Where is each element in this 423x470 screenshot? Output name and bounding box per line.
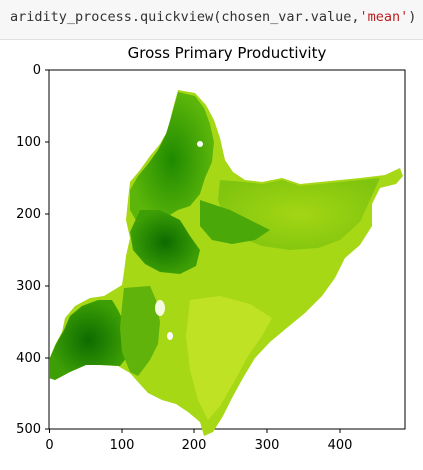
code-line[interactable]: aridity_process.quickview(chosen_var.val… xyxy=(10,9,416,25)
code-cell[interactable]: aridity_process.quickview(chosen_var.val… xyxy=(0,0,423,40)
y-tick-label: 0 xyxy=(33,63,41,78)
x-tick-label: 400 xyxy=(328,438,353,453)
plot-title: Gross Primary Productivity xyxy=(127,44,327,62)
lake-spot xyxy=(197,141,203,147)
heatmap-plot: 0 100 200 300 400 0 100 200 300 400 500 xyxy=(16,63,406,453)
central-forest xyxy=(130,210,200,274)
y-tick-label: 100 xyxy=(16,135,41,150)
x-tick-label: 300 xyxy=(255,438,280,453)
x-axis: 0 100 200 300 400 xyxy=(45,429,352,453)
lake-spot xyxy=(113,156,121,164)
y-tick-label: 500 xyxy=(16,422,41,437)
southwest-band xyxy=(120,286,160,376)
west-forest xyxy=(49,300,128,380)
map-region xyxy=(49,90,403,436)
central-ridge xyxy=(200,200,270,244)
south-east-plain xyxy=(186,296,272,420)
lake-spot xyxy=(155,300,165,316)
north-forest xyxy=(130,92,214,228)
y-tick-label: 400 xyxy=(16,351,41,366)
x-tick-label: 200 xyxy=(182,438,207,453)
code-string-arg: 'mean' xyxy=(359,9,409,25)
lake-spot xyxy=(167,332,173,340)
code-call: aridity_process.quickview(chosen_var.val… xyxy=(10,9,360,25)
code-close: ) xyxy=(408,9,417,25)
y-tick-label: 300 xyxy=(16,279,41,294)
x-tick-label: 0 xyxy=(45,438,53,453)
y-tick-label: 200 xyxy=(16,207,41,222)
y-axis: 0 100 200 300 400 500 xyxy=(16,63,49,437)
x-tick-label: 100 xyxy=(110,438,135,453)
